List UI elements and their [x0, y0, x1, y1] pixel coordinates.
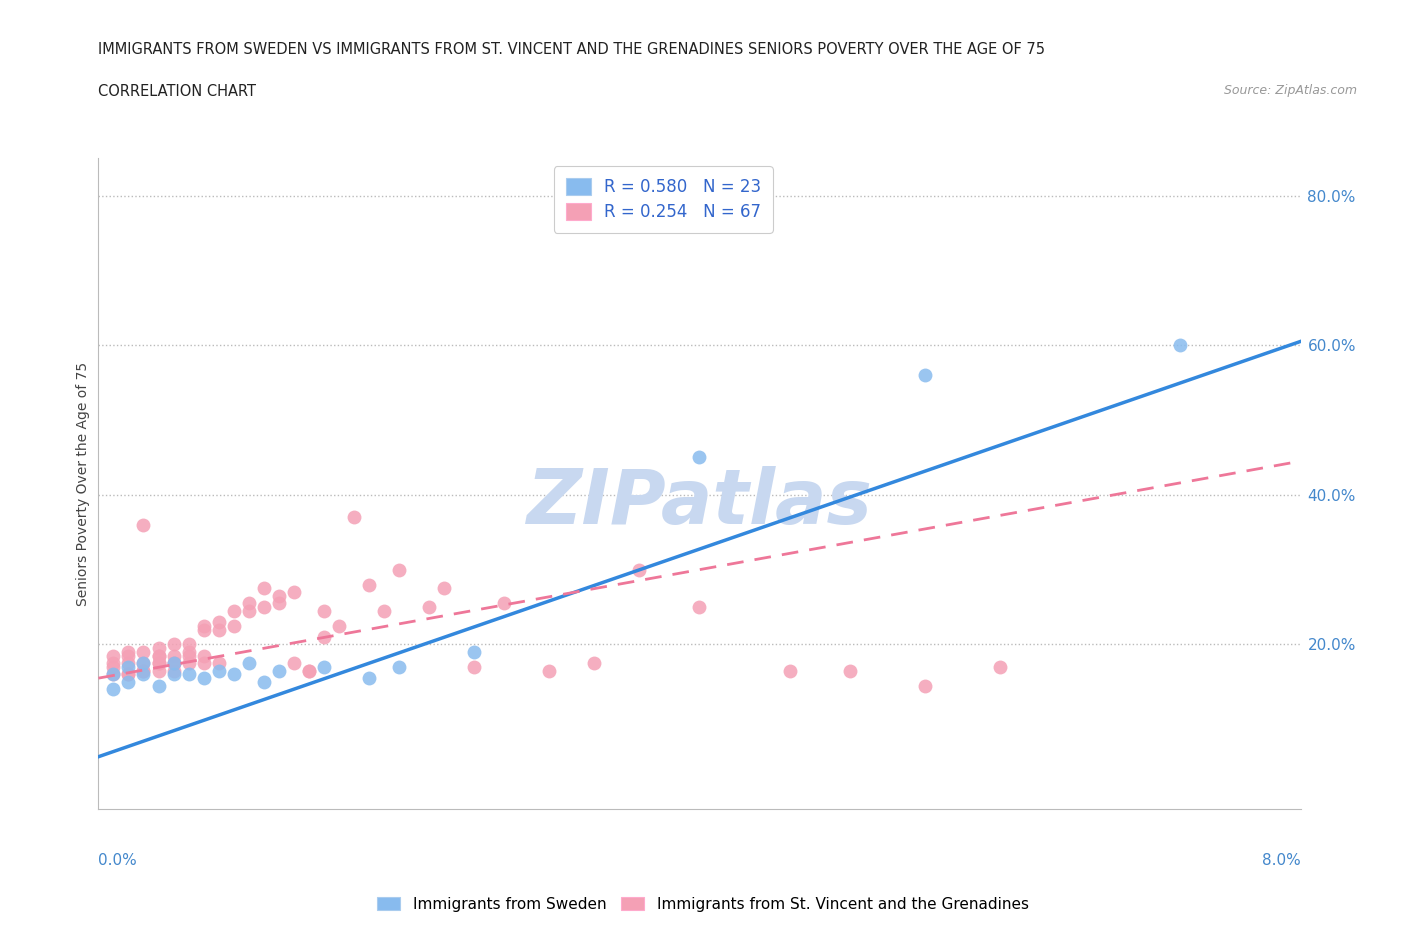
Point [463, 659, 485, 674]
Point [689, 600, 711, 615]
Point [177, 644, 200, 659]
Point [148, 663, 170, 678]
Point [298, 663, 321, 678]
Point [117, 667, 139, 682]
Point [177, 637, 200, 652]
Point [208, 656, 231, 671]
Text: CORRELATION CHART: CORRELATION CHART [98, 84, 256, 99]
Point [312, 604, 335, 618]
Text: Source: ZipAtlas.com: Source: ZipAtlas.com [1223, 84, 1357, 97]
Point [162, 648, 184, 663]
Text: 0.0%: 0.0% [98, 853, 138, 868]
Text: IMMIGRANTS FROM SWEDEN VS IMMIGRANTS FROM ST. VINCENT AND THE GRENADINES SENIORS: IMMIGRANTS FROM SWEDEN VS IMMIGRANTS FRO… [98, 42, 1046, 57]
Point [1168, 338, 1191, 352]
Point [193, 656, 215, 671]
Point [238, 604, 260, 618]
Point [208, 622, 231, 637]
Point [132, 663, 155, 678]
Point [148, 656, 170, 671]
Point [222, 667, 245, 682]
Point [267, 596, 290, 611]
Point [162, 656, 184, 671]
Point [103, 667, 125, 682]
Point [148, 648, 170, 663]
Point [283, 656, 305, 671]
Point [132, 517, 155, 532]
Point [162, 667, 184, 682]
Point [193, 671, 215, 685]
Point [103, 656, 125, 671]
Point [328, 618, 350, 633]
Point [103, 682, 125, 697]
Point [312, 630, 335, 644]
Text: ZIPatlas: ZIPatlas [526, 466, 873, 540]
Point [162, 637, 184, 652]
Point [914, 367, 936, 382]
Point [838, 663, 860, 678]
Point [117, 656, 139, 671]
Y-axis label: Seniors Poverty Over the Age of 75: Seniors Poverty Over the Age of 75 [76, 362, 90, 605]
Point [117, 644, 139, 659]
Point [148, 656, 170, 671]
Point [222, 604, 245, 618]
Point [132, 644, 155, 659]
Point [208, 663, 231, 678]
Point [418, 600, 440, 615]
Text: 8.0%: 8.0% [1261, 853, 1301, 868]
Point [298, 663, 321, 678]
Point [267, 589, 290, 604]
Point [148, 641, 170, 656]
Point [253, 600, 276, 615]
Legend: R = 0.580   N = 23, R = 0.254   N = 67: R = 0.580 N = 23, R = 0.254 N = 67 [554, 166, 773, 232]
Point [132, 656, 155, 671]
Point [463, 644, 485, 659]
Point [177, 656, 200, 671]
Point [373, 604, 395, 618]
Point [132, 667, 155, 682]
Point [103, 648, 125, 663]
Point [117, 659, 139, 674]
Point [193, 618, 215, 633]
Point [193, 648, 215, 663]
Point [162, 663, 184, 678]
Point [117, 648, 139, 663]
Point [689, 450, 711, 465]
Point [312, 659, 335, 674]
Point [177, 667, 200, 682]
Point [238, 596, 260, 611]
Point [238, 656, 260, 671]
Point [162, 656, 184, 671]
Point [253, 674, 276, 689]
Point [357, 578, 380, 592]
Point [388, 563, 411, 578]
Point [193, 622, 215, 637]
Point [162, 656, 184, 671]
Point [253, 581, 276, 596]
Point [132, 656, 155, 671]
Point [148, 678, 170, 693]
Point [914, 678, 936, 693]
Point [583, 656, 606, 671]
Point [132, 663, 155, 678]
Point [177, 648, 200, 663]
Legend: Immigrants from Sweden, Immigrants from St. Vincent and the Grenadines: Immigrants from Sweden, Immigrants from … [371, 890, 1035, 918]
Point [103, 659, 125, 674]
Point [117, 674, 139, 689]
Point [433, 581, 456, 596]
Point [267, 663, 290, 678]
Point [494, 596, 516, 611]
Point [117, 667, 139, 682]
Point [343, 510, 366, 525]
Point [148, 648, 170, 663]
Point [779, 663, 801, 678]
Point [357, 671, 380, 685]
Point [538, 663, 561, 678]
Point [628, 563, 651, 578]
Point [222, 618, 245, 633]
Point [988, 659, 1011, 674]
Point [388, 659, 411, 674]
Point [103, 667, 125, 682]
Point [208, 615, 231, 630]
Point [283, 585, 305, 600]
